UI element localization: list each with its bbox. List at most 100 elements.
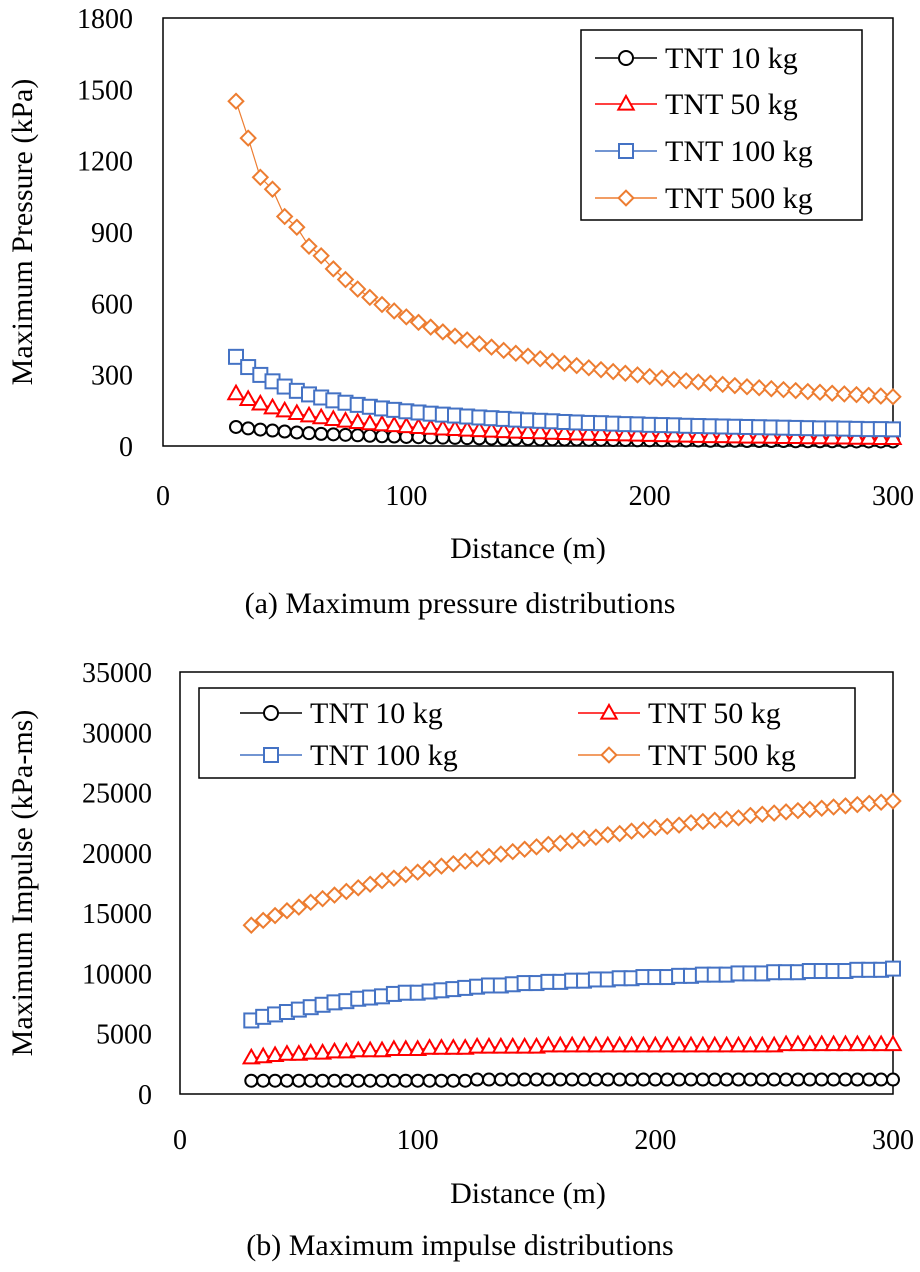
series-tnt-500-kg <box>227 92 902 406</box>
data-point <box>862 1072 877 1087</box>
data-point <box>717 1035 737 1053</box>
data-point <box>883 1034 903 1052</box>
data-point <box>398 1073 413 1088</box>
data-point <box>850 1072 865 1087</box>
data-point <box>314 426 329 441</box>
data-point <box>664 425 684 443</box>
data-point <box>774 427 793 445</box>
data-point <box>408 1039 428 1056</box>
data-point <box>290 898 308 916</box>
data-point <box>254 911 272 930</box>
data-point <box>336 410 355 428</box>
y-tick-label: 900 <box>91 218 133 249</box>
y-tick-label: 1800 <box>77 4 133 35</box>
data-point <box>676 425 696 443</box>
data-point <box>799 382 817 401</box>
data-point <box>652 425 672 443</box>
data-point <box>299 405 319 423</box>
legend-marker <box>617 189 635 207</box>
data-point <box>779 1072 794 1087</box>
data-point <box>786 381 805 400</box>
data-point <box>555 423 574 440</box>
legend-label: TNT 10 kg <box>665 42 798 75</box>
legend: TNT 10 kg TNT 50 kg TNT 100 kg TNT 500 kg <box>198 687 856 779</box>
data-point <box>541 1072 556 1087</box>
data-point <box>386 1073 401 1088</box>
data-point <box>268 1073 283 1088</box>
data-point <box>695 1072 710 1087</box>
data-point <box>610 1035 630 1053</box>
y-tick-label: 30000 <box>82 718 152 749</box>
data-point <box>482 420 501 438</box>
data-point <box>479 1036 499 1054</box>
data-point <box>311 407 331 425</box>
data-point <box>622 1035 641 1053</box>
data-point <box>396 1039 416 1056</box>
data-point <box>847 428 866 445</box>
y-tick-label: 600 <box>91 289 133 320</box>
legend-marker <box>618 143 634 159</box>
data-point <box>256 1073 271 1088</box>
x-tick-label: 300 <box>872 481 914 512</box>
data-point <box>645 1035 665 1053</box>
data-point <box>871 428 891 445</box>
legend-marker <box>616 93 636 111</box>
data-point <box>563 832 581 850</box>
data-point <box>348 1040 368 1058</box>
data-point <box>859 386 878 405</box>
legend-label: TNT 10 kg <box>310 697 443 730</box>
data-point <box>491 1036 511 1054</box>
data-point <box>506 421 526 439</box>
data-point <box>567 356 586 375</box>
data-point <box>542 423 562 440</box>
data-point <box>420 1038 439 1055</box>
legend-item: TNT 500 kg <box>595 182 813 215</box>
data-point <box>470 334 489 353</box>
data-point <box>263 180 282 198</box>
data-point <box>835 385 854 403</box>
data-point <box>555 354 574 373</box>
data-point <box>885 960 901 977</box>
data-point <box>847 385 866 404</box>
data-point <box>729 1035 748 1053</box>
data-point <box>565 1072 580 1087</box>
data-point <box>529 1072 544 1087</box>
y-tick-label: 0 <box>119 432 133 463</box>
data-point <box>562 1035 582 1053</box>
data-point <box>543 352 562 370</box>
data-point <box>519 347 537 365</box>
legend-item: TNT 50 kg <box>595 88 798 121</box>
data-point <box>303 1073 318 1088</box>
series-tnt-50-kg <box>226 383 903 445</box>
data-point <box>798 427 818 445</box>
data-point <box>811 383 829 402</box>
data-point <box>467 1036 487 1054</box>
data-point <box>767 1072 782 1087</box>
data-point <box>634 821 653 839</box>
series-line <box>251 800 894 926</box>
data-point <box>325 1041 344 1059</box>
chart-2: 0 5000 10000 15000 20000 25000 30000 35000 0 100 2… <box>6 658 914 1262</box>
data-point <box>253 422 268 437</box>
data-point <box>493 1072 508 1087</box>
data-point <box>886 1072 900 1087</box>
data-point <box>409 417 428 435</box>
data-point <box>242 916 261 934</box>
data-point <box>445 419 465 436</box>
data-point <box>481 1072 496 1087</box>
legend-item: TNT 50 kg <box>578 697 781 730</box>
data-point <box>263 397 282 415</box>
legend-marker <box>263 747 279 763</box>
legend: TNT 10 kg TNT 50 kg TNT 100 kg TNT 500 kg <box>580 29 863 221</box>
data-point <box>752 1035 772 1053</box>
y-axis-title: Maximum Impulse (kPa-ms) <box>6 710 39 1057</box>
data-point <box>313 1042 333 1060</box>
data-point <box>634 1035 653 1053</box>
data-point <box>279 1073 294 1088</box>
data-point <box>738 378 756 396</box>
data-point <box>348 412 368 430</box>
data-point <box>749 426 769 444</box>
data-point <box>275 207 294 226</box>
data-point <box>802 1072 817 1087</box>
data-point <box>640 367 659 386</box>
